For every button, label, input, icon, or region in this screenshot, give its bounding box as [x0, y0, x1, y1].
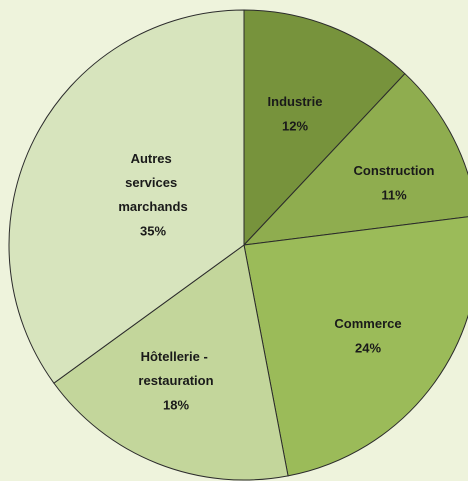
label-line: services [125, 175, 181, 190]
pie-slice [243, 9, 406, 247]
slice-value-label: 24% [355, 340, 381, 355]
label-line: Hôtellerie - [141, 349, 212, 364]
slice-label: Autres services marchands [118, 151, 187, 214]
label-line: Autres [131, 151, 176, 166]
pie-slice [242, 72, 468, 246]
slice-label: Hôtellerie - restauration [138, 349, 213, 388]
pie-slice [8, 9, 245, 384]
slice-value-label: 18% [163, 397, 189, 412]
slice-value-label: 35% [140, 223, 166, 238]
pie-slice [53, 244, 289, 481]
slice-value-label: 11% [381, 187, 407, 202]
slice-label: Industrie [268, 94, 323, 109]
label-line: Construction [354, 163, 435, 178]
pie-slice [243, 216, 468, 477]
label-line: restauration [138, 373, 213, 388]
slice-value-label: 12% [282, 118, 308, 133]
label-line: Commerce [334, 316, 401, 331]
label-line: Industrie [268, 94, 323, 109]
label-line: marchands [118, 199, 187, 214]
slice-label: Commerce [334, 316, 401, 331]
slice-label: Construction [354, 163, 435, 178]
